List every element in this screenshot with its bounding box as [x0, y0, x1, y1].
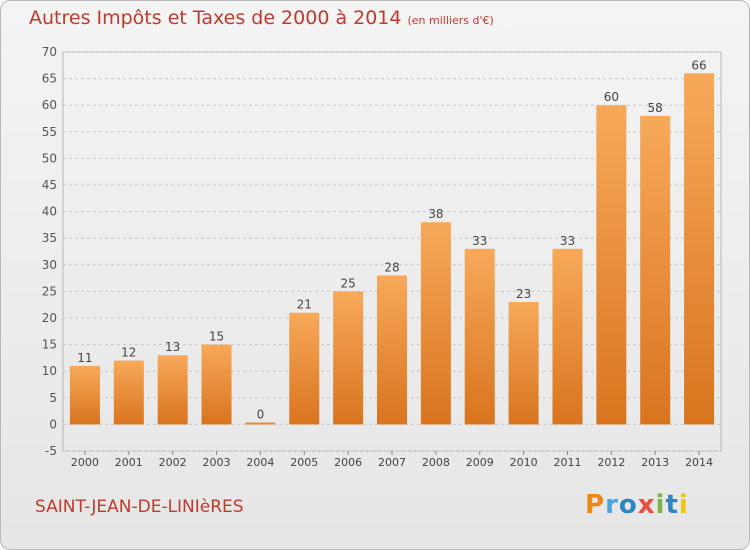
y-tick-label: 55 [42, 125, 57, 139]
x-tick-label-2000: 2000 [71, 456, 99, 469]
bar-2014 [684, 73, 715, 425]
y-tick-label: 30 [42, 258, 57, 272]
x-tick-label-2005: 2005 [290, 456, 318, 469]
data-label-2000: 11 [77, 351, 92, 365]
y-tick-label: 65 [42, 72, 57, 86]
bar-2001 [113, 360, 144, 425]
y-tick-label: 40 [42, 205, 57, 219]
bar-2006 [333, 291, 364, 425]
data-label-2013: 58 [648, 101, 663, 115]
y-tick-label: 70 [42, 45, 57, 59]
logo-letter: i [678, 490, 689, 520]
x-tick-label-2003: 2003 [203, 456, 231, 469]
data-label-2002: 13 [165, 340, 180, 354]
bar-2008 [420, 222, 451, 425]
chart-title-text: Autres Impôts et Taxes de 2000 à 2014 [29, 7, 402, 29]
y-tick-label: 50 [42, 151, 57, 165]
data-label-2012: 60 [604, 90, 619, 104]
data-label-2014: 66 [691, 58, 706, 72]
y-tick-label: 5 [49, 391, 57, 405]
y-tick-label: -5 [45, 444, 57, 458]
data-label-2009: 33 [472, 234, 487, 248]
x-tick-label-2007: 2007 [378, 456, 406, 469]
x-tick-label-2010: 2010 [510, 456, 538, 469]
y-tick-label: 35 [42, 231, 57, 245]
bar-2002 [157, 355, 188, 425]
chart-title-unit: (en milliers d'€) [407, 14, 494, 27]
y-tick-label: 25 [42, 284, 57, 298]
data-label-2011: 33 [560, 234, 575, 248]
data-label-2006: 25 [340, 276, 355, 290]
logo-letter: x [637, 490, 656, 520]
bar-2005 [289, 312, 320, 425]
logo-letter: i [655, 490, 666, 520]
x-tick-label-2011: 2011 [553, 456, 581, 469]
data-label-2010: 23 [516, 287, 531, 301]
x-tick-label-2012: 2012 [597, 456, 625, 469]
data-label-2001: 12 [121, 346, 136, 360]
chart-title: Autres Impôts et Taxes de 2000 à 2014 (en… [29, 7, 494, 29]
bar-2007 [377, 275, 407, 425]
bar-2012 [596, 105, 627, 425]
bar-2010 [508, 302, 539, 425]
bar-2009 [464, 248, 495, 425]
y-tick-label: 60 [42, 98, 57, 112]
logo-letter: P [585, 490, 606, 520]
commune-name: SAINT-JEAN-DE-LINIèRES [35, 497, 244, 517]
x-tick-label-2009: 2009 [466, 456, 494, 469]
bar-2013 [640, 115, 671, 425]
bar-2004 [245, 422, 276, 425]
bar-2011 [552, 248, 583, 425]
logo-letter: r [605, 490, 619, 520]
x-tick-label-2014: 2014 [685, 456, 713, 469]
data-label-2003: 15 [209, 330, 224, 344]
data-label-2004: 0 [257, 407, 265, 421]
y-tick-label: 10 [42, 364, 57, 378]
y-tick-label: 15 [42, 338, 57, 352]
data-label-2007: 28 [384, 260, 399, 274]
y-tick-label: 20 [42, 311, 57, 325]
y-tick-label: 0 [49, 417, 57, 431]
x-tick-label-2013: 2013 [641, 456, 669, 469]
logo-letter: o [618, 490, 638, 520]
bar-2000 [69, 365, 100, 425]
x-tick-label-2008: 2008 [422, 456, 450, 469]
data-label-2005: 21 [297, 298, 312, 312]
x-tick-label-2006: 2006 [334, 456, 362, 469]
data-label-2008: 38 [428, 207, 443, 221]
proxiti-logo: Proxiti [585, 490, 689, 520]
x-tick-label-2004: 2004 [246, 456, 274, 469]
y-tick-label: 45 [42, 178, 57, 192]
x-tick-label-2001: 2001 [115, 456, 143, 469]
x-tick-label-2002: 2002 [159, 456, 187, 469]
bar-2003 [201, 344, 232, 425]
logo-letter: t [665, 490, 679, 520]
